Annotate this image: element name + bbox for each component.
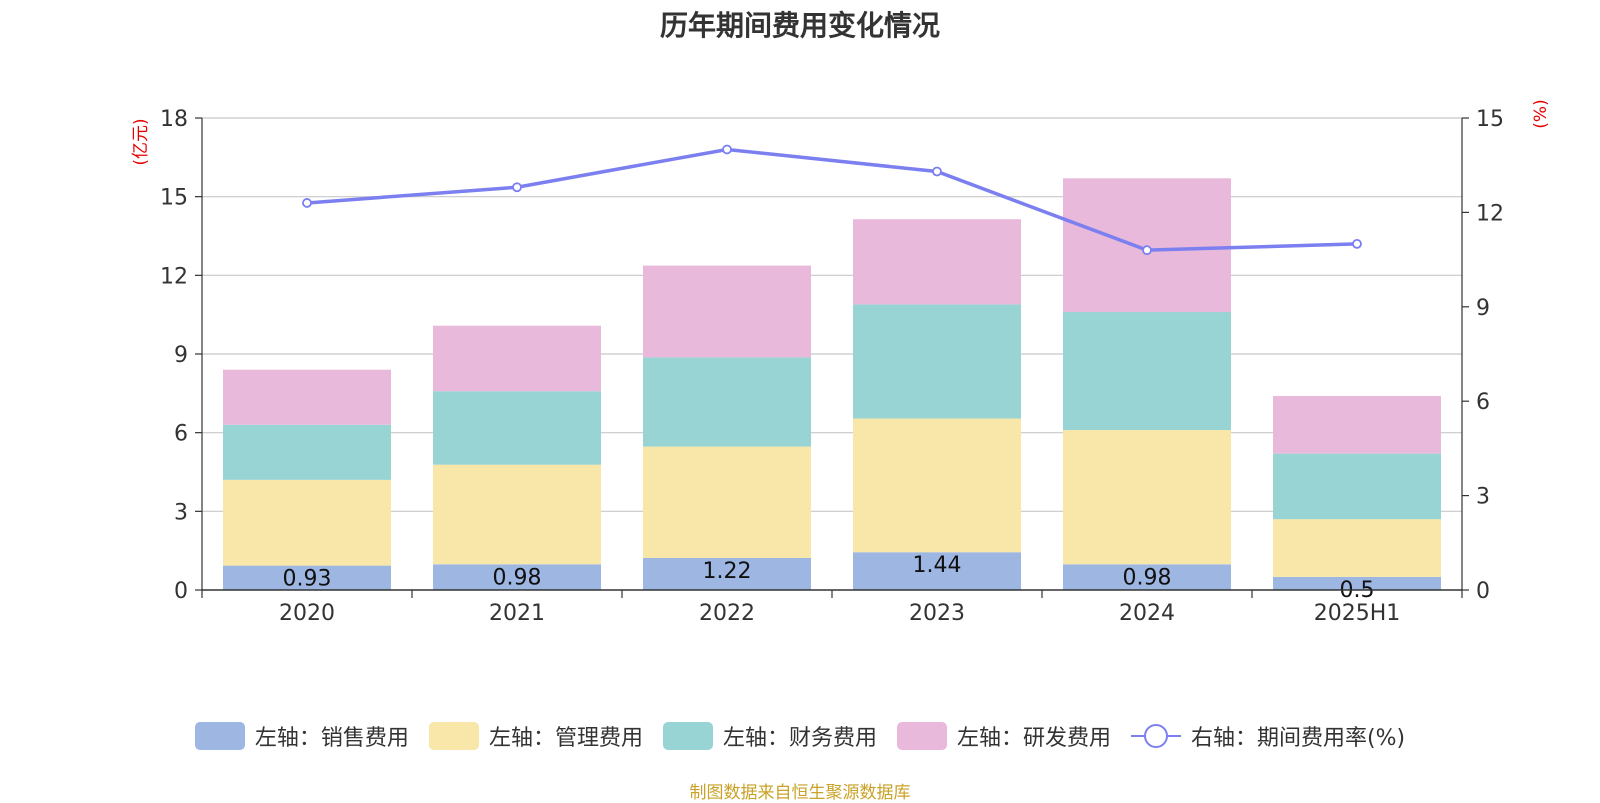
left-tick-label: 15 xyxy=(160,186,188,211)
legend-label: 左轴：销售费用 xyxy=(254,726,409,751)
line-point xyxy=(1352,238,1362,249)
x-tick-label: 2021 xyxy=(489,601,545,626)
source-note: 制图数据来自恒生聚源数据库 xyxy=(689,783,911,803)
bar-segment xyxy=(1273,453,1441,520)
left-tick-label: 3 xyxy=(174,500,188,525)
legend-item[interactable]: 右轴：期间费用率(%) xyxy=(1130,720,1406,752)
bar-segment xyxy=(433,464,601,565)
right-tick-label: 15 xyxy=(1476,107,1504,132)
legend-label: 右轴：期间费用率(%) xyxy=(1190,726,1406,751)
left-tick-label: 12 xyxy=(160,264,188,289)
bar-segment xyxy=(1273,519,1441,577)
line-point xyxy=(512,182,522,193)
legend: 左轴：销售费用 左轴：管理费用 左轴：财务费用 左轴：研发费用 右轴：期间费用率(%) xyxy=(0,720,1600,752)
line-layer xyxy=(302,144,1362,256)
axes-layer: 0 3 6 9 12 15 18 0 3 6 9 12 15 2020 2021 2022 2023 2024 20… xyxy=(131,99,1551,626)
bar-segment xyxy=(853,304,1021,419)
bar-data-label: 0.98 xyxy=(1123,565,1172,590)
bar-segment xyxy=(223,369,391,425)
legend-item[interactable]: 左轴：销售费用 xyxy=(194,720,409,752)
bar-segment xyxy=(853,418,1021,553)
bar-segment xyxy=(1273,395,1441,454)
bar-layer xyxy=(223,178,1441,590)
legend-swatch xyxy=(428,722,479,750)
legend-item[interactable]: 左轴：财务费用 xyxy=(662,720,877,752)
left-tick-label: 0 xyxy=(174,579,188,604)
bar-segment xyxy=(1063,178,1231,313)
bar-label-layer: 0.93 0.98 1.22 1.44 0.980.5 xyxy=(283,553,1375,603)
line-point xyxy=(932,166,942,177)
line-point xyxy=(302,198,312,208)
bar-segment xyxy=(223,424,391,480)
x-tick-label: 2024 xyxy=(1119,601,1175,626)
bar-data-label: 1.44 xyxy=(913,553,962,578)
legend-swatch xyxy=(896,722,947,750)
bar-segment xyxy=(433,564,601,590)
right-tick-label: 12 xyxy=(1476,201,1504,226)
legend-item[interactable]: 左轴：管理费用 xyxy=(428,720,643,752)
line-series xyxy=(306,147,1358,252)
bar-segment xyxy=(1273,576,1441,590)
bar-segment xyxy=(643,558,811,590)
bar-segment xyxy=(853,219,1021,305)
bar-segment xyxy=(433,325,601,392)
right-tick-label: 9 xyxy=(1476,296,1490,321)
left-axis-unit: (亿元) xyxy=(131,118,151,165)
legend-label: 左轴：研发费用 xyxy=(956,726,1111,751)
right-tick-label: 0 xyxy=(1476,579,1490,604)
bar-segment xyxy=(1063,312,1231,431)
left-tick-label: 6 xyxy=(174,422,188,447)
line-point xyxy=(722,144,732,155)
bar-segment xyxy=(433,391,601,465)
bar-segment xyxy=(223,565,391,590)
bar-data-label: 0.93 xyxy=(283,567,332,592)
legend-label: 左轴：管理费用 xyxy=(488,726,643,751)
chart-canvas: 0.93 0.98 1.22 1.44 0.980.5 0369121518036912… xyxy=(131,99,1551,626)
bar-segment xyxy=(643,446,811,559)
bar-segment xyxy=(1063,564,1231,590)
x-tick-label: 2025H1 xyxy=(1314,601,1401,626)
bar-data-label: 1.22 xyxy=(703,559,752,584)
bar-segment xyxy=(643,357,811,447)
x-tick-label: 2020 xyxy=(279,601,335,626)
legend-line-marker-icon xyxy=(1130,724,1181,748)
x-tick-label: 2022 xyxy=(699,601,755,626)
left-tick-label: 9 xyxy=(174,343,188,368)
line-point xyxy=(1142,245,1152,256)
grid-lines xyxy=(202,117,1462,512)
right-tick-label: 6 xyxy=(1476,390,1490,415)
bar-segment xyxy=(853,552,1021,590)
legend-swatch xyxy=(662,722,713,750)
bar-data-label: 0.98 xyxy=(493,565,542,590)
right-axis-unit: (%) xyxy=(1531,99,1551,128)
right-tick-label: 3 xyxy=(1476,485,1490,510)
left-tick-label: 18 xyxy=(160,107,188,132)
x-tick-label: 2023 xyxy=(909,601,965,626)
legend-item[interactable]: 左轴：研发费用 xyxy=(896,720,1111,752)
bar-segment xyxy=(1063,430,1231,565)
legend-swatch xyxy=(194,722,245,750)
bar-segment xyxy=(223,479,391,566)
bar-segment xyxy=(643,265,811,358)
legend-label: 左轴：财务费用 xyxy=(722,726,877,751)
chart-title: 历年期间费用变化情况 xyxy=(659,9,940,42)
